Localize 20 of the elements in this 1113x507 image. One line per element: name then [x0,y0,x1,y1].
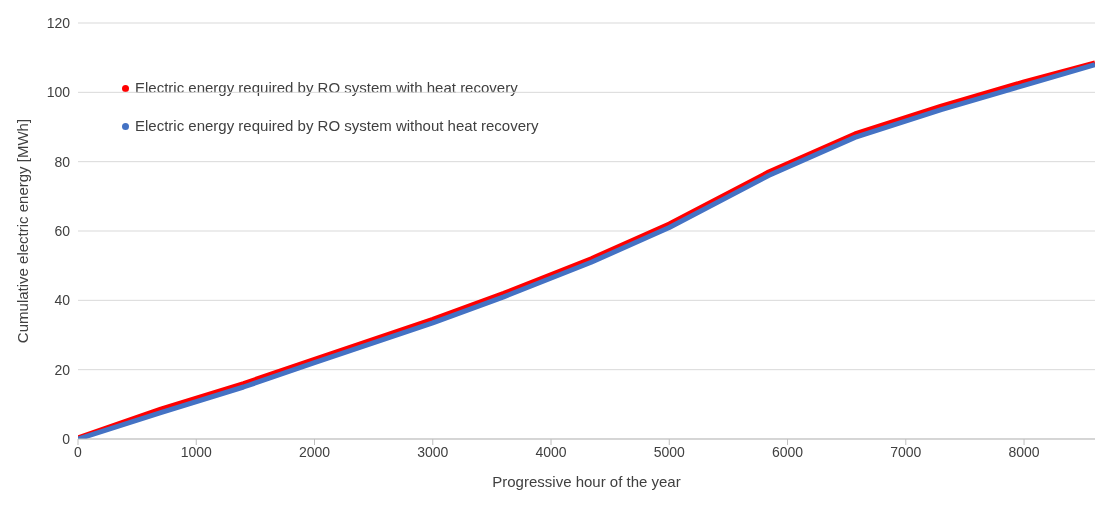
x-tick-label: 0 [74,443,83,460]
x-axis-title: Progressive hour of the year [492,473,681,490]
y-tick-label: 0 [62,430,71,447]
x-tick-label: 1000 [180,443,213,460]
y-tick-label: 60 [54,222,71,239]
y-axis-title: Cumulative electric energy [MWh] [14,118,32,344]
x-tick-label: 3000 [417,443,449,460]
y-tick-label: 120 [46,14,71,31]
x-tick-label: 4000 [535,443,567,460]
x-tick-label: 7000 [890,443,922,460]
y-tick-label: 40 [54,292,71,309]
y-tick-label: 80 [54,153,71,170]
y-tick-label: 100 [46,84,71,101]
y-tick-label: 20 [54,361,71,378]
legend-label: Electric energy required by RO system without heat recovery [135,116,539,136]
legend-label: Electric energy required by RO system with heat recovery [135,78,518,98]
x-tick-label: 8000 [1008,443,1040,460]
x-tick-label: 2000 [298,443,331,460]
x-tick-label: 6000 [771,443,804,460]
x-tick-label: 5000 [653,443,686,460]
